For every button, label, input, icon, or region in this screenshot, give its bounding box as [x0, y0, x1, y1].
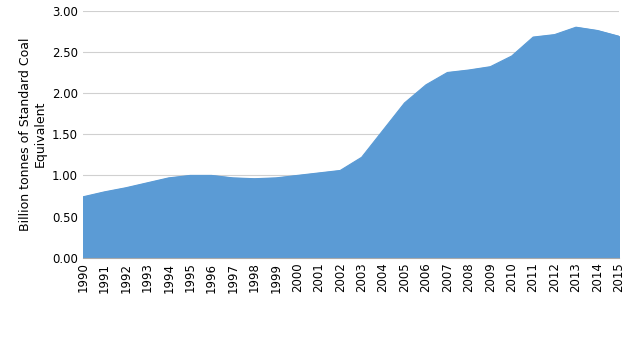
Y-axis label: Billion tonnes of Standard Coal
Equivalent: Billion tonnes of Standard Coal Equivale…	[19, 38, 47, 231]
